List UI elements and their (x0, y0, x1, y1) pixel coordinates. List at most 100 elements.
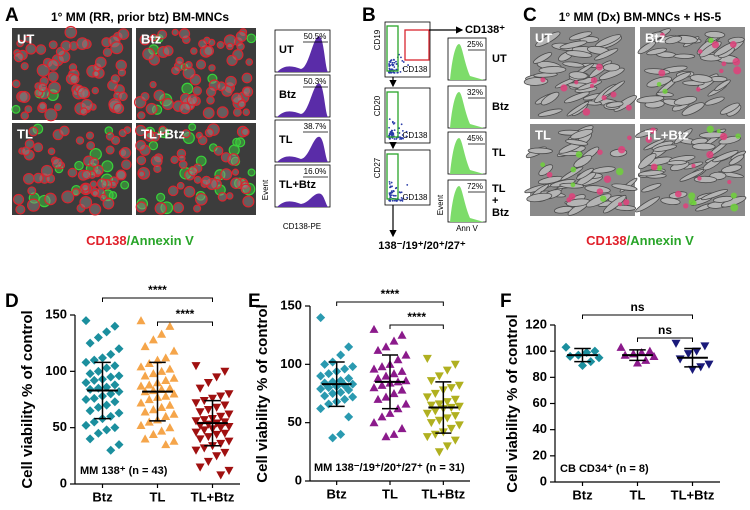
cell (232, 107, 242, 117)
cell (11, 104, 21, 114)
y-tick-label: 120 (525, 316, 547, 331)
data-point (81, 316, 91, 326)
data-point (114, 387, 124, 397)
stromal-cell (671, 71, 692, 83)
annotation: CB CD34⁺ (n = 8) (560, 463, 649, 475)
data-point (434, 448, 444, 457)
cell (20, 62, 29, 71)
x-tick-label: TL (630, 487, 646, 502)
data-point (389, 429, 399, 438)
data-point (110, 397, 120, 407)
event-dot (399, 136, 402, 139)
stromal-cell (592, 166, 616, 174)
stain-caption: CD138/Annexin V (86, 233, 194, 248)
histogram-label: TL+Btz (279, 179, 316, 191)
data-point (140, 371, 150, 380)
data-point (191, 446, 201, 455)
event-dot (388, 134, 390, 137)
stromal-cell (636, 95, 665, 104)
data-point (216, 424, 226, 433)
data-point (324, 399, 334, 409)
data-point (81, 357, 91, 367)
data-point (102, 425, 112, 435)
data-point (328, 389, 338, 398)
cell (242, 195, 255, 208)
cell (241, 72, 253, 84)
cell (247, 168, 256, 177)
event-dot (402, 137, 404, 140)
data-point (85, 338, 95, 348)
event-dot (390, 190, 393, 193)
data-point (106, 349, 116, 359)
cell (225, 192, 234, 200)
cell (142, 47, 156, 61)
data-point (212, 373, 222, 382)
data-point (381, 342, 391, 351)
significance-label: **** (407, 310, 426, 324)
image-label: TL+Btz (141, 126, 185, 141)
cell (148, 140, 159, 151)
data-point (212, 430, 222, 439)
data-point (434, 372, 444, 381)
cell (616, 167, 624, 176)
event-dot (390, 59, 393, 62)
data-point (224, 437, 234, 446)
data-point (195, 408, 205, 417)
data-point (369, 364, 379, 373)
cell (13, 51, 25, 63)
event-dot (401, 59, 404, 62)
significance-label: **** (381, 287, 400, 301)
cell (603, 175, 612, 183)
data-point (191, 428, 201, 437)
data-point (344, 373, 354, 383)
stromal-cell (535, 31, 561, 47)
cell (115, 169, 127, 181)
cell (195, 131, 204, 140)
cell (40, 164, 54, 178)
data-point (675, 355, 685, 364)
gate (386, 153, 399, 200)
data-point (450, 436, 460, 445)
gate (386, 91, 399, 138)
stromal-cell (602, 63, 621, 72)
event-dot (393, 66, 396, 68)
event-dot (395, 200, 398, 202)
data-point (683, 350, 693, 359)
cell (733, 66, 742, 75)
histogram (450, 138, 484, 174)
event-dot (389, 138, 391, 140)
data-point (203, 406, 213, 415)
cell (110, 135, 121, 146)
cell (706, 151, 714, 159)
stromal-cell (681, 102, 705, 116)
data-point (102, 327, 112, 337)
panel-letter: B (362, 5, 376, 26)
stain-caption: CD138/Annexin V (586, 233, 694, 248)
stain-green: /Annexin V (627, 233, 695, 248)
event-dot (389, 200, 391, 202)
cell (35, 44, 47, 55)
data-point (422, 433, 432, 442)
cell (167, 185, 179, 197)
data-point (161, 391, 171, 400)
data-point (381, 371, 391, 380)
cell (192, 86, 202, 96)
data-point (148, 405, 158, 414)
stromal-cell (664, 35, 683, 45)
cell (181, 129, 191, 139)
cell (15, 204, 26, 215)
data-point (377, 380, 387, 389)
gate-label: CD138⁺ (465, 24, 505, 36)
event-dot (391, 61, 394, 64)
data-point (324, 383, 334, 393)
data-point (169, 373, 179, 382)
cell (570, 166, 577, 173)
cell (659, 32, 665, 38)
data-point (377, 412, 387, 421)
cell (11, 79, 21, 89)
stromal-cell (704, 96, 725, 106)
event-dot (388, 63, 391, 65)
cell (187, 165, 199, 177)
x-tick-label: TL (382, 486, 398, 501)
gate-plot-frame (384, 149, 431, 206)
